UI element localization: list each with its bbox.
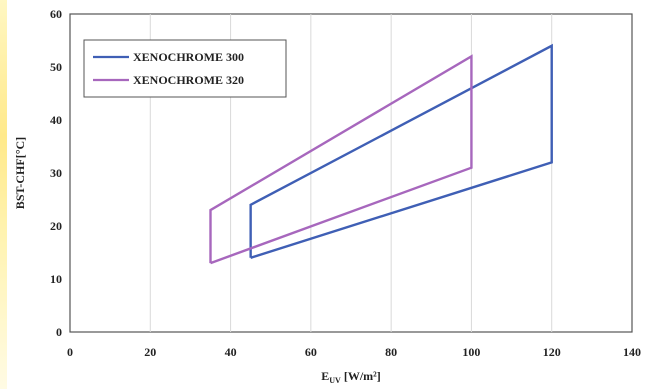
y-tick-label-6: 60 bbox=[50, 7, 62, 21]
y-tick-label-4: 40 bbox=[50, 113, 62, 127]
y-tick-labels: 0 10 20 30 40 50 60 bbox=[50, 7, 62, 339]
x-axis-title: EUV [W/m²] bbox=[321, 369, 381, 385]
legend-label-0: XENOCHROME 300 bbox=[133, 50, 244, 64]
y-tick-label-5: 50 bbox=[50, 60, 62, 74]
x-tick-label-0: 0 bbox=[67, 345, 73, 359]
x-tick-label-7: 140 bbox=[623, 345, 641, 359]
legend-box bbox=[83, 39, 287, 98]
series-line-0 bbox=[249, 43, 553, 259]
y-tick-label-0: 0 bbox=[56, 325, 62, 339]
x-tick-label-2: 40 bbox=[225, 345, 237, 359]
x-tick-labels: 0 20 40 60 80 100 120 140 bbox=[67, 345, 641, 359]
series-group bbox=[209, 43, 553, 265]
y-tick-label-3: 30 bbox=[50, 166, 62, 180]
left-edge-strip bbox=[0, 0, 7, 389]
x-tick-label-4: 80 bbox=[385, 345, 397, 359]
x-tick-label-5: 100 bbox=[462, 345, 480, 359]
series-line-1 bbox=[209, 54, 473, 265]
legend-label-1: XENOCHROME 320 bbox=[133, 73, 244, 87]
x-tick-label-6: 120 bbox=[543, 345, 561, 359]
y-tick-label-2: 20 bbox=[50, 219, 62, 233]
y-tick-label-1: 10 bbox=[50, 272, 62, 286]
legend: XENOCHROME 300 XENOCHROME 320 bbox=[83, 39, 287, 98]
x-tick-label-3: 60 bbox=[305, 345, 317, 359]
x-tick-label-1: 20 bbox=[144, 345, 156, 359]
y-axis-title: BST-CHF[°C] bbox=[13, 137, 27, 209]
